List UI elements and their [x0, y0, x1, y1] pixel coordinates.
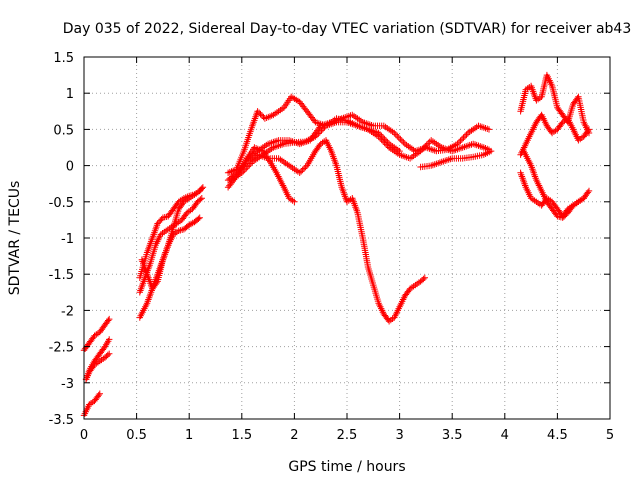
x-tick-label: 1.5: [231, 428, 252, 443]
y-tick-label: 1: [66, 87, 74, 102]
series-track-13: [243, 111, 493, 162]
series-track-1: [80, 315, 113, 354]
series-track-18: [520, 147, 587, 221]
y-tick-label: -1: [61, 232, 74, 247]
plus-markers: [80, 315, 113, 354]
plus-markers: [224, 137, 428, 325]
y-axis-label: SDTVAR / TECUs: [7, 181, 23, 296]
series-track-15: [517, 71, 593, 137]
plus-markers: [138, 187, 203, 292]
series-track-16: [517, 111, 593, 158]
plus-markers: [417, 147, 495, 171]
plus-markers: [82, 336, 113, 383]
y-tick-label: -0.5: [49, 196, 74, 211]
x-tick-label: 0: [80, 428, 88, 443]
series-track-8: [138, 187, 203, 292]
chart-title: Day 035 of 2022, Sidereal Day-to-day VTE…: [63, 21, 632, 37]
x-tick-label: 1: [185, 428, 193, 443]
x-tick-label: 2: [290, 428, 298, 443]
y-tick-label: -2.5: [49, 341, 74, 356]
x-tick-label: 3: [395, 428, 403, 443]
ticks-layer: 0 0.5 1 1.5 2 2.5 3 3.5 4 4.5 5 -3.5 -3 -2.5 -2 -1.5 -1 -…: [49, 51, 615, 443]
x-tick-label: 0.5: [126, 428, 147, 443]
y-tick-label: 1.5: [53, 51, 74, 66]
y-tick-label: -3.5: [49, 413, 74, 428]
series-track-12: [224, 137, 428, 325]
x-tick-label: 2.5: [337, 428, 358, 443]
x-tick-label: 4.5: [547, 428, 568, 443]
series-track-14: [417, 147, 495, 171]
grid-layer: [84, 57, 610, 419]
plus-markers: [517, 111, 593, 158]
x-tick-label: 4: [501, 428, 509, 443]
plus-markers: [520, 147, 587, 221]
y-tick-label: 0: [66, 160, 74, 175]
x-axis-label: GPS time / hours: [288, 459, 405, 475]
data-marks-layer: [80, 71, 593, 419]
y-tick-label: -2: [61, 304, 74, 319]
y-tick-label: 0.5: [53, 123, 74, 138]
x-tick-label: 5: [606, 428, 614, 443]
y-tick-label: -3: [61, 377, 74, 392]
y-tick-label: -1.5: [49, 268, 74, 283]
series-track-4: [82, 336, 113, 383]
plus-markers: [243, 111, 493, 162]
x-tick-label: 3.5: [442, 428, 463, 443]
plus-markers: [517, 71, 593, 137]
